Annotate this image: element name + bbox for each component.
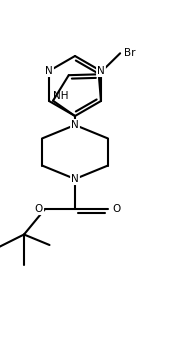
Text: Br: Br [124,48,136,58]
Text: N: N [45,66,53,76]
Text: N: N [71,120,79,130]
Text: NH: NH [53,91,69,101]
Text: N: N [71,174,79,184]
Text: O: O [112,204,120,214]
Text: N: N [97,66,105,76]
Text: O: O [35,204,43,214]
